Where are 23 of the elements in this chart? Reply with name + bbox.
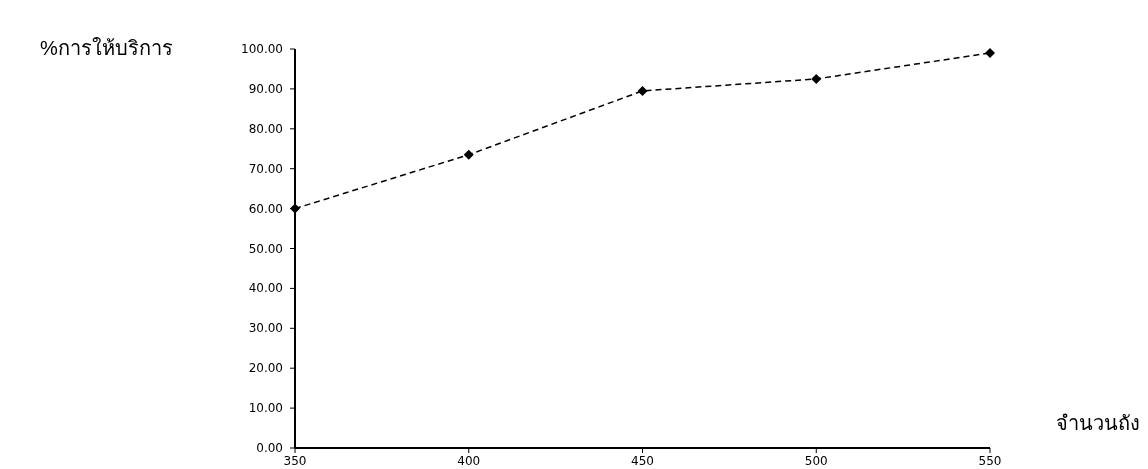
point xyxy=(811,73,822,84)
point xyxy=(637,85,648,96)
x-tick-label: 400 xyxy=(457,454,481,468)
x-tick-label: 450 xyxy=(631,454,654,468)
y-tick-label: 80.00 xyxy=(248,121,283,136)
x-tick-label: 550 xyxy=(978,454,1002,468)
y-tick-label: 20.00 xyxy=(248,361,283,376)
point xyxy=(463,149,474,160)
y-tick-label: 50.00 xyxy=(248,241,283,256)
y-tick-label: 100.00 xyxy=(241,42,283,56)
y-axis-title: %การให้บริการ xyxy=(40,37,173,59)
y-tick-label: 60.00 xyxy=(248,201,283,216)
y-tick-label: 30.00 xyxy=(248,321,283,336)
x-tick-label: 500 xyxy=(804,454,828,468)
x-axis-title: จำนวนถัง xyxy=(1056,412,1140,434)
y-tick-label: 40.00 xyxy=(248,281,283,296)
point xyxy=(985,47,995,58)
x-tick-label: 350 xyxy=(283,454,307,468)
point xyxy=(290,203,300,214)
y-tick-label: 90.00 xyxy=(248,81,283,96)
y-tick-label: 0.00 xyxy=(256,441,283,455)
y-tick-label: 70.00 xyxy=(248,161,283,176)
y-tick-label: 10.00 xyxy=(248,401,283,416)
